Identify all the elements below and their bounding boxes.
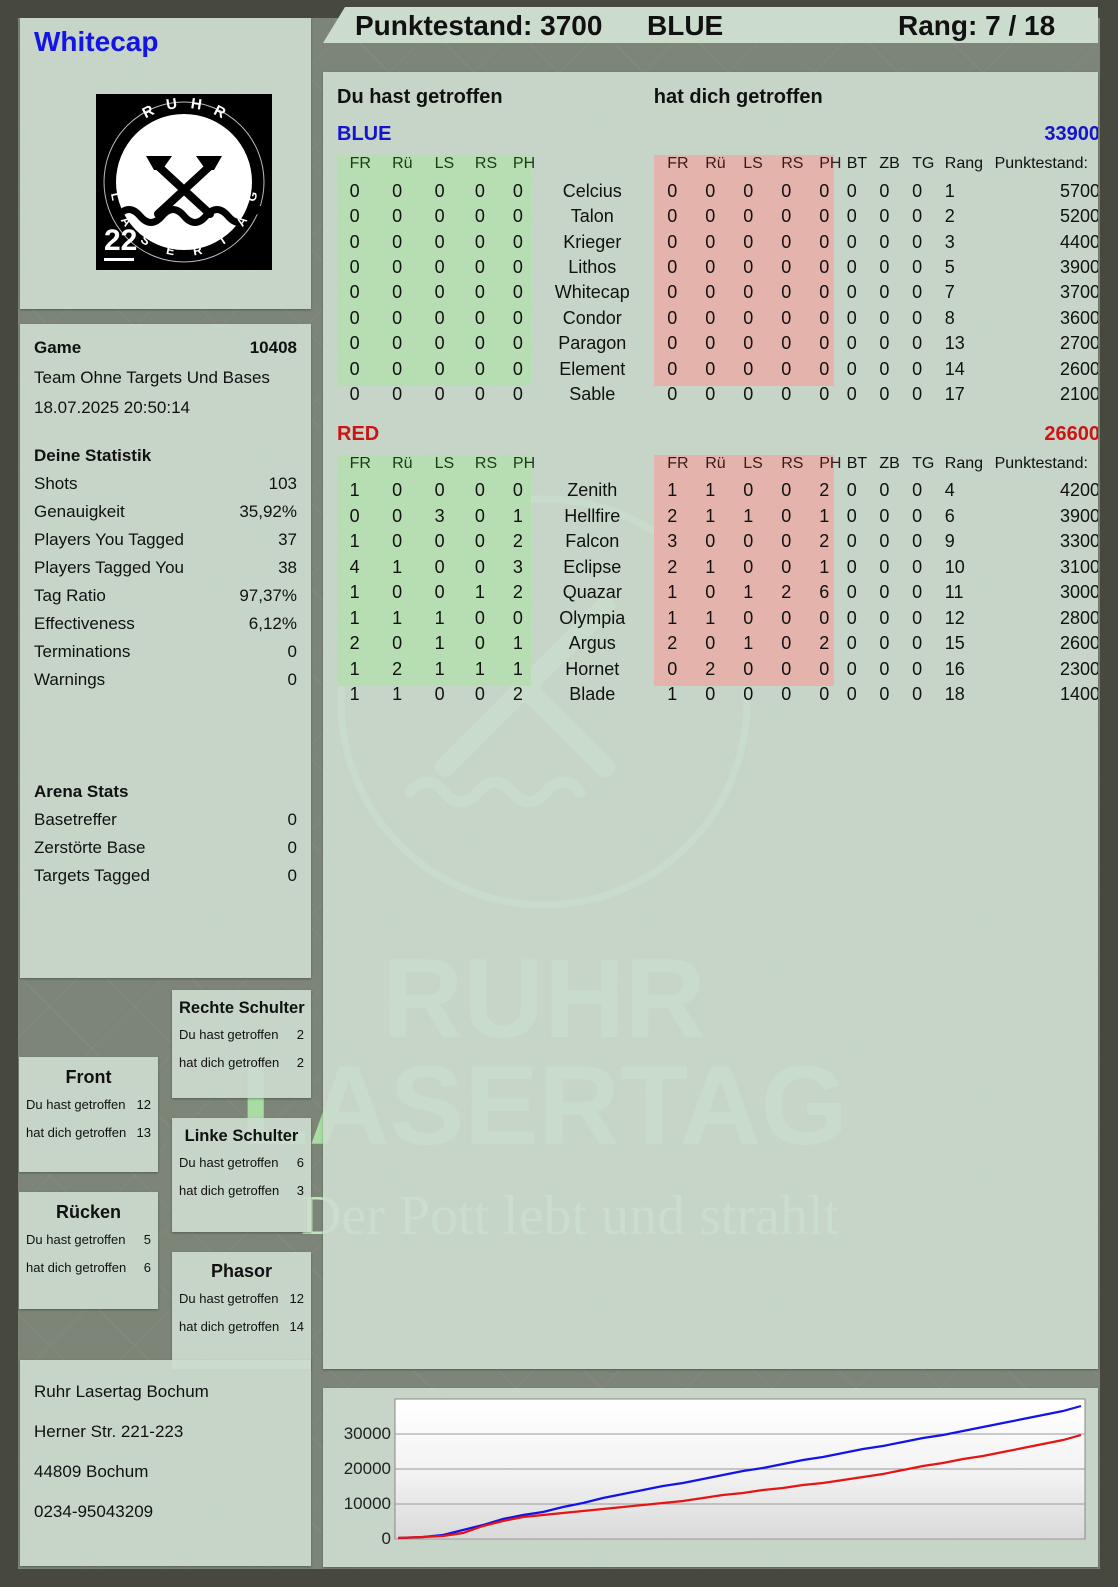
svg-text:30000: 30000 xyxy=(344,1424,391,1443)
svg-text:0: 0 xyxy=(382,1529,391,1548)
svg-text:20000: 20000 xyxy=(344,1459,391,1478)
svg-text:10000: 10000 xyxy=(344,1494,391,1513)
